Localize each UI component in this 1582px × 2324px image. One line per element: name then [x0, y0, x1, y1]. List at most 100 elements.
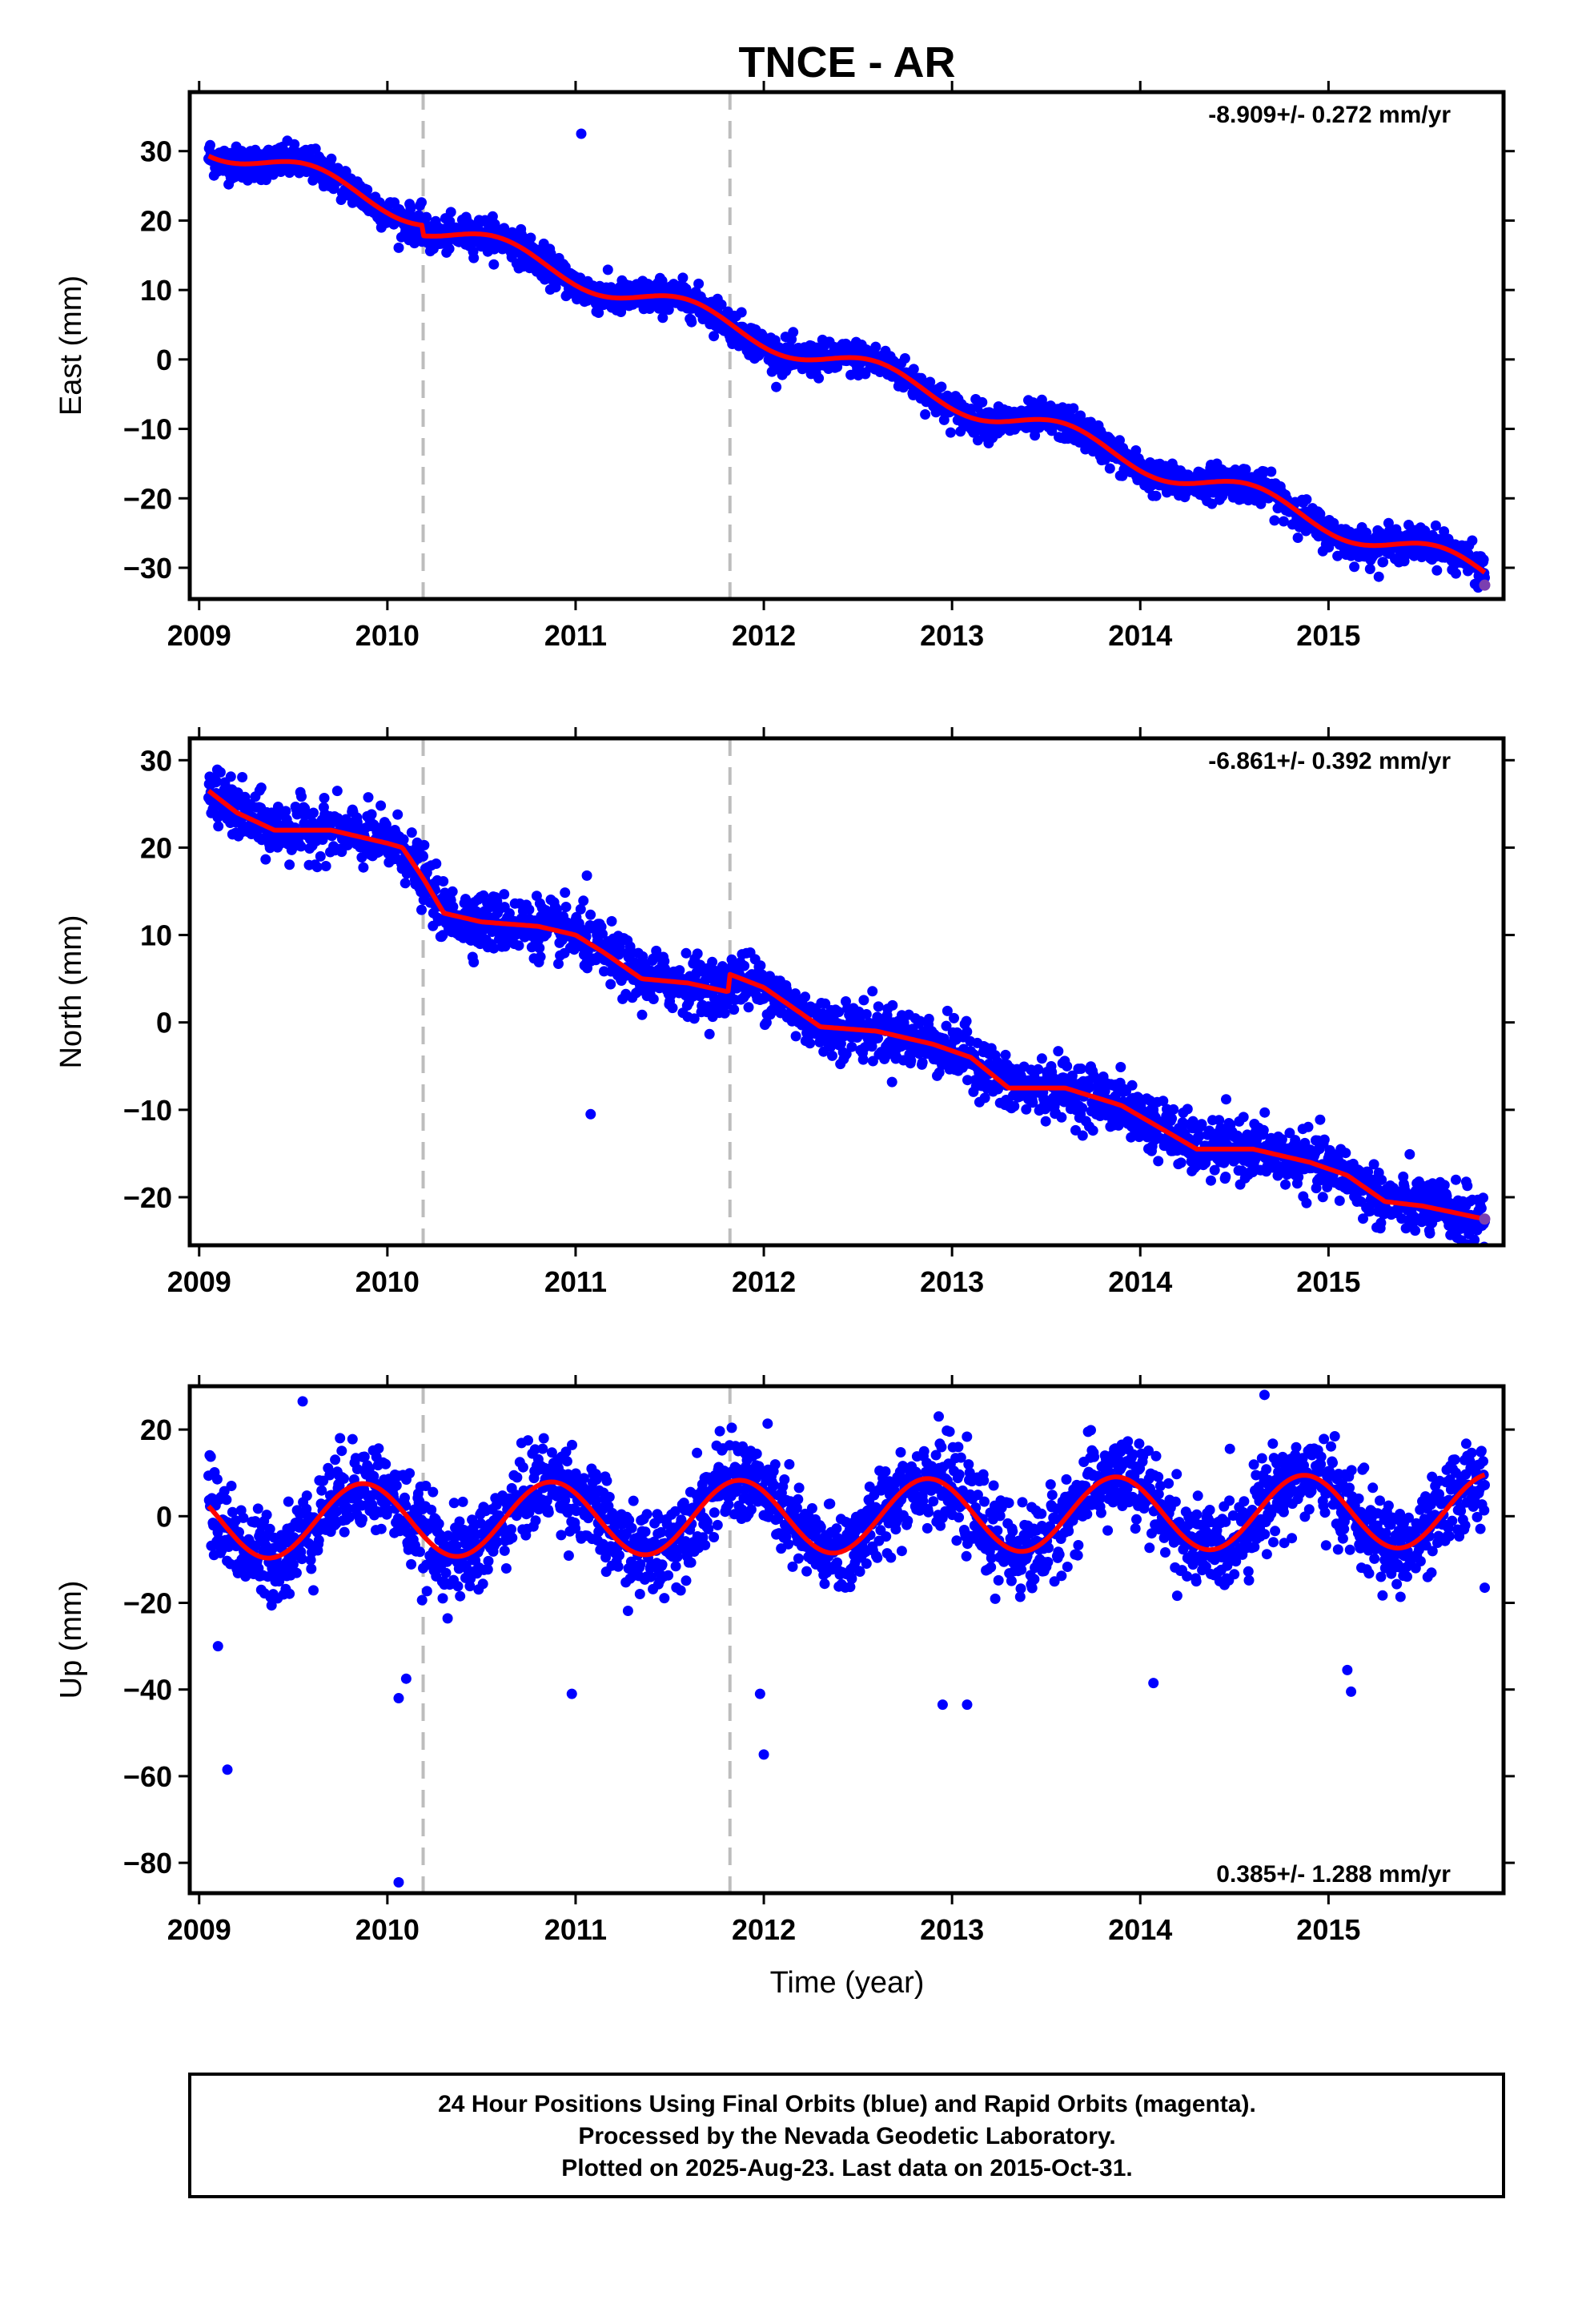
y-axis-label: North (mm) [54, 915, 88, 1068]
data-point [867, 986, 878, 997]
data-point [366, 809, 377, 820]
data-point [1476, 1203, 1487, 1214]
plot-area [203, 764, 1491, 1245]
plot-area [203, 1389, 1490, 1888]
data-point [755, 960, 766, 971]
y-tick-label: −10 [123, 1094, 172, 1127]
data-point [736, 307, 747, 318]
data-point [648, 994, 659, 1004]
data-point [1378, 557, 1389, 568]
outlier-point [585, 1108, 596, 1120]
data-point [657, 312, 669, 324]
data-point [416, 197, 427, 208]
data-point [1175, 1157, 1186, 1168]
data-point [1301, 1197, 1312, 1208]
data-point [790, 1031, 801, 1042]
last-point [1479, 579, 1491, 591]
data-point [1084, 1082, 1095, 1093]
data-point [709, 331, 720, 342]
data-point [1424, 1228, 1435, 1239]
data-point [255, 782, 267, 794]
x-tick-label: 2014 [1108, 1265, 1172, 1298]
data-point [468, 252, 480, 263]
data-point [908, 364, 919, 375]
data-point [923, 1013, 934, 1024]
data-point [1266, 466, 1277, 477]
data-point [504, 908, 515, 919]
x-tick-label: 2015 [1296, 1265, 1360, 1298]
data-point [719, 1007, 730, 1019]
data-point [905, 1055, 917, 1066]
data-point [689, 1013, 700, 1024]
data-point [667, 1003, 678, 1014]
data-point [841, 1048, 852, 1059]
data-point [846, 1041, 857, 1052]
data-point [1077, 1103, 1088, 1114]
data-point [704, 1028, 715, 1039]
data-point [308, 807, 319, 818]
data-point [1166, 1113, 1178, 1124]
chart-title: TNCE - AR [739, 38, 956, 86]
data-point [295, 841, 307, 852]
data-point [827, 1050, 837, 1061]
y-tick-label: 10 [140, 274, 172, 307]
data-point [1404, 1148, 1415, 1160]
data-point [873, 1001, 884, 1012]
data-point [942, 1005, 953, 1016]
data-point [1284, 1128, 1295, 1139]
data-point [1334, 1195, 1345, 1206]
velocity-label: -6.861+/- 0.392 mm/yr [1208, 748, 1451, 774]
data-point [917, 1057, 928, 1068]
data-point [1036, 394, 1047, 405]
data-point [833, 1007, 845, 1018]
data-point [1033, 1063, 1044, 1075]
data-point [213, 821, 224, 832]
data-point [1009, 1100, 1020, 1112]
plot-frame [187, 90, 1506, 601]
data-point [1290, 1135, 1301, 1146]
data-point [1451, 1174, 1461, 1185]
data-point [468, 957, 480, 967]
data-point [674, 965, 685, 976]
data-point [1328, 517, 1339, 529]
data-point [743, 1002, 754, 1013]
data-point [813, 372, 825, 384]
data-point [700, 975, 711, 986]
data-point [945, 427, 956, 438]
data-point [1206, 1175, 1216, 1186]
y-axis-label: East (mm) [54, 275, 88, 416]
data-point [1451, 568, 1461, 579]
data-point [416, 904, 427, 915]
data-point [447, 886, 458, 897]
data-point [1000, 1049, 1011, 1060]
data-point [886, 1076, 897, 1088]
x-tick-label: 2013 [920, 1265, 984, 1298]
data-point [1214, 1115, 1225, 1126]
data-point [363, 792, 374, 803]
data-point [310, 143, 321, 155]
model-curve [207, 154, 1487, 575]
data-point [1280, 1179, 1291, 1190]
data-point [1293, 1172, 1304, 1183]
data-point [513, 940, 524, 951]
data-point [499, 889, 510, 900]
data-point [215, 766, 226, 778]
data-point [962, 1026, 973, 1037]
data-point [488, 259, 500, 270]
data-point [1467, 535, 1478, 546]
y-tick-label: −10 [123, 413, 172, 446]
data-point [1068, 403, 1079, 414]
data-point [1194, 1130, 1205, 1141]
y-tick-label: 0 [156, 1007, 172, 1039]
data-point [225, 771, 236, 782]
outlier-point [576, 128, 587, 139]
data-point [1220, 1172, 1231, 1182]
data-point [614, 941, 625, 952]
data-point [418, 850, 428, 862]
data-point [686, 316, 697, 328]
data-point [319, 793, 330, 803]
y-tick-label: 10 [140, 919, 172, 952]
data-point [1269, 515, 1280, 526]
data-point [858, 995, 869, 1006]
data-point [1430, 520, 1441, 531]
